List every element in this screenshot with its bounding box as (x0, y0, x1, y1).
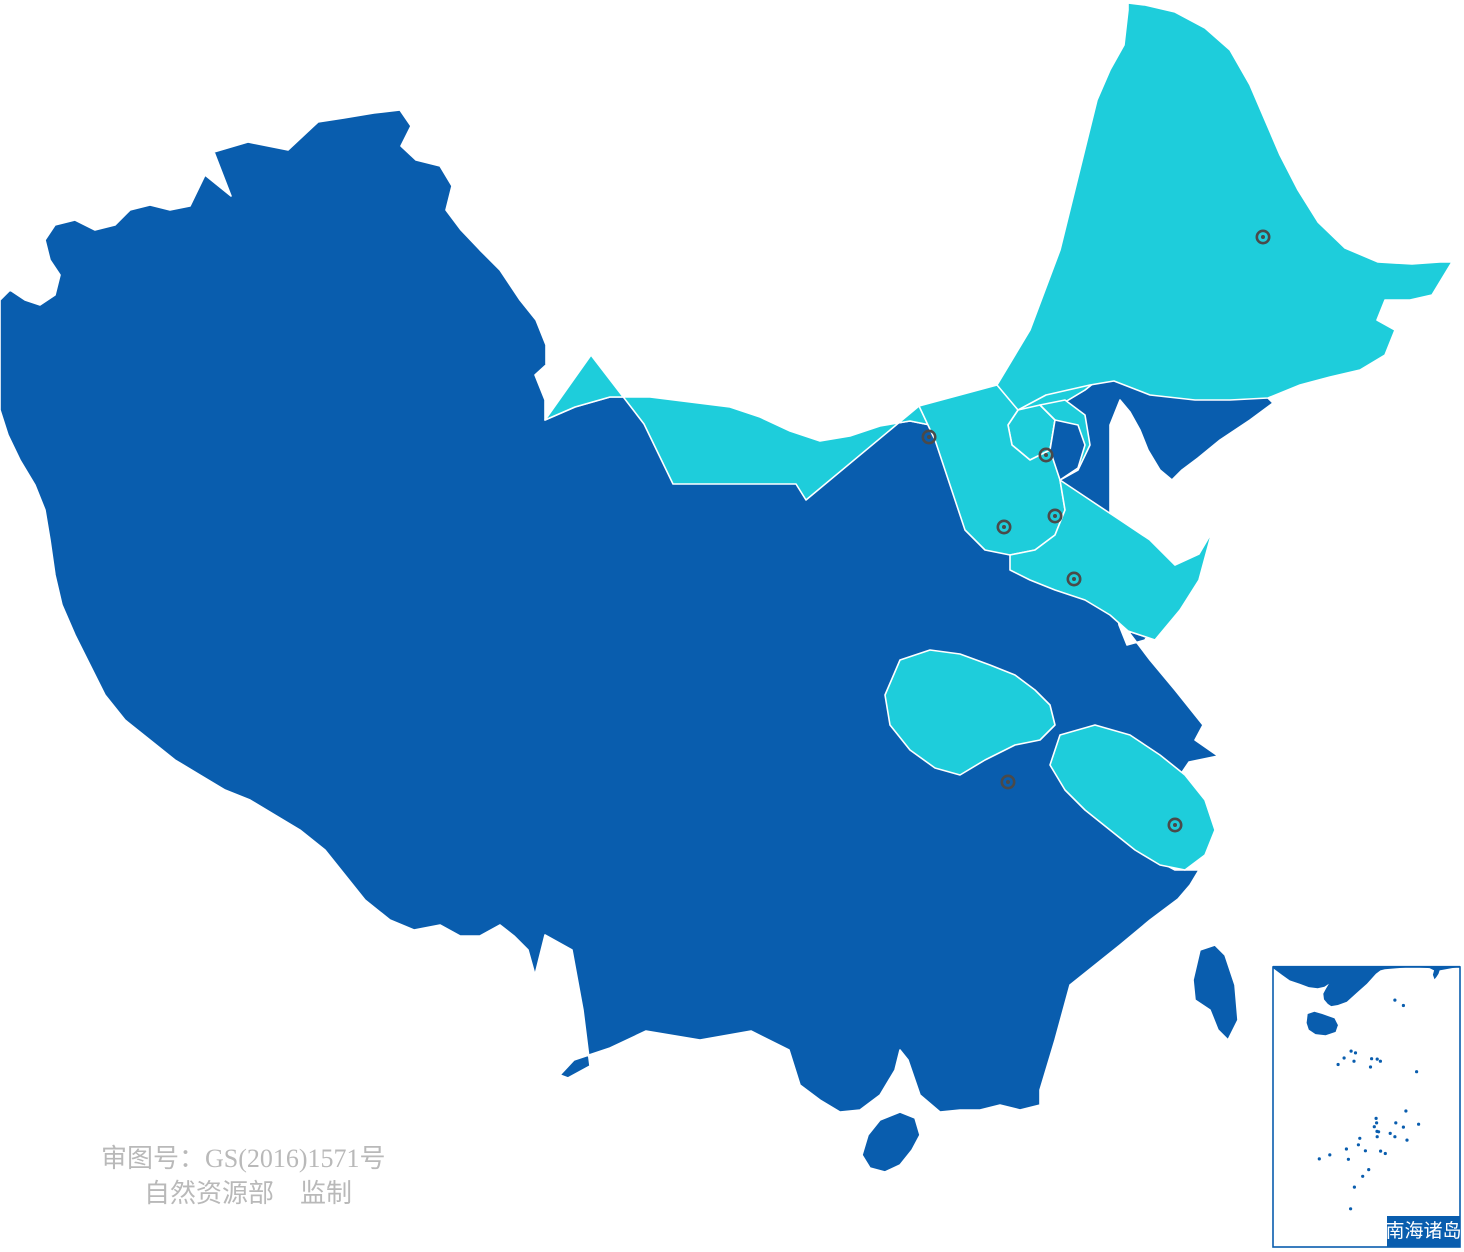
svg-text:审图号：GS(2016)1571号: 审图号：GS(2016)1571号 (101, 1144, 386, 1173)
svg-text:南海诸岛: 南海诸岛 (1385, 1220, 1461, 1242)
svg-text:自然资源部 监制: 自然资源部 监制 (144, 1179, 352, 1208)
